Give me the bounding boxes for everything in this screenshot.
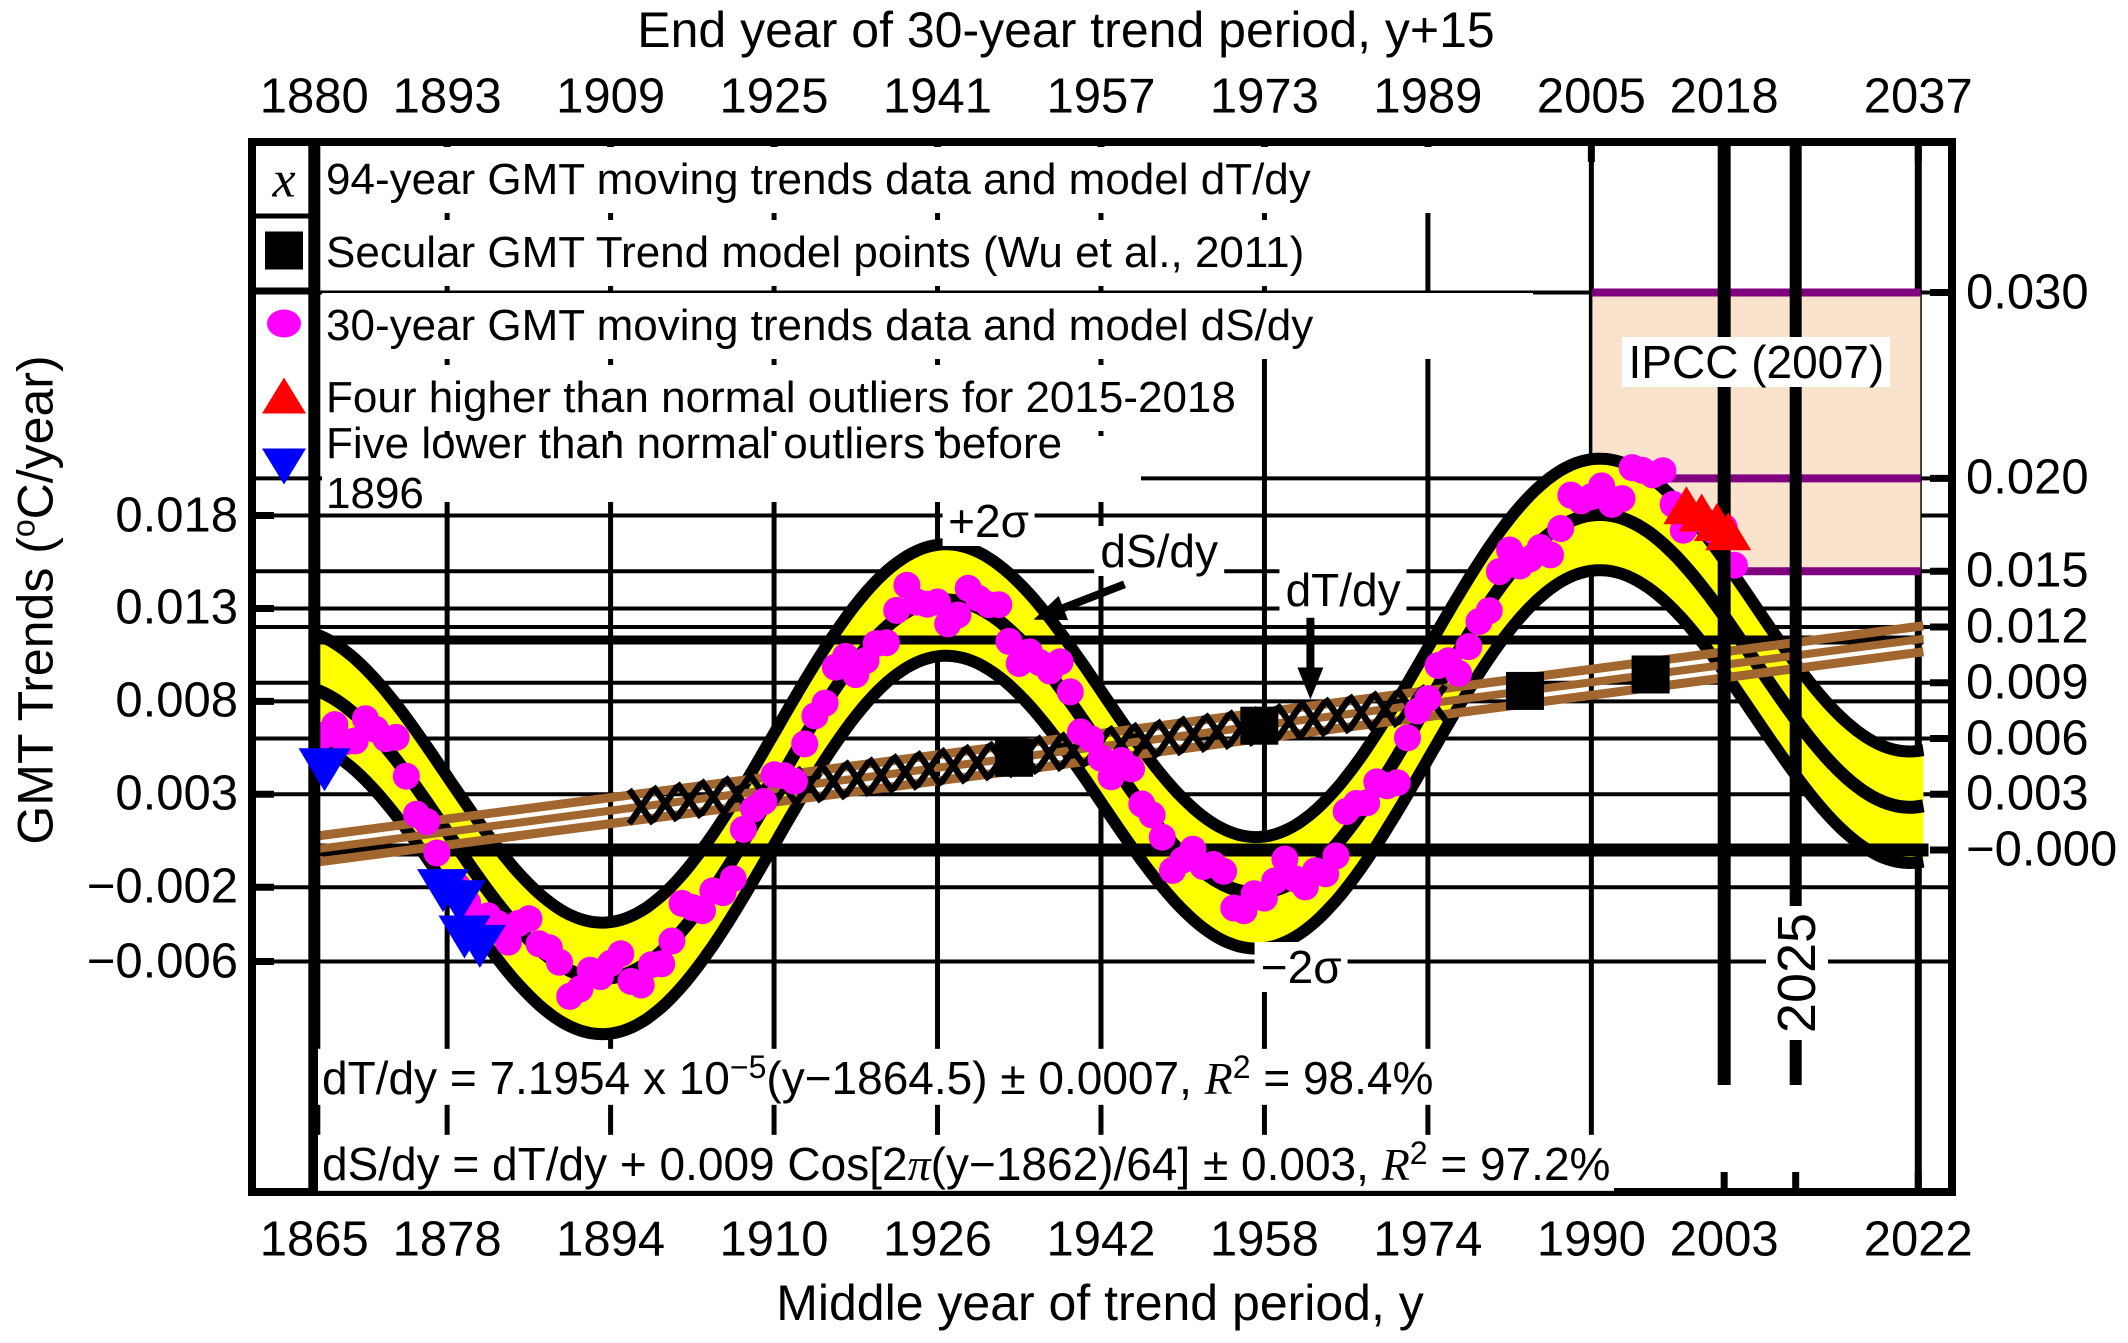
top-tick-label: 1989 bbox=[1373, 69, 1483, 124]
annotation-ipcc-2007: IPCC (2007) bbox=[1622, 337, 1891, 387]
annotation-minus-2-sigma: −2σ bbox=[1254, 942, 1348, 993]
equation-segment: = 97.2% bbox=[1427, 1138, 1611, 1191]
bottom-tick-label: 2022 bbox=[1863, 1212, 1973, 1267]
left-tick-label: −0.002 bbox=[86, 859, 238, 914]
equation-dtdy: dT/dy = 7.1954 x 10−5(y−1864.5) ± 0.0007… bbox=[318, 1048, 1438, 1106]
equation-segment: π bbox=[907, 1139, 931, 1191]
right-tick-label: 0.030 bbox=[1966, 265, 2089, 320]
right-tick-label: 0.009 bbox=[1966, 655, 2089, 710]
left-tick-label: 0.008 bbox=[115, 673, 238, 728]
bottom-tick-label: 1894 bbox=[556, 1212, 666, 1267]
equation-segment: (y−1862)/64] ± 0.003, bbox=[930, 1138, 1382, 1191]
low-outlier-triangle bbox=[453, 924, 506, 968]
right-tick-label: 0.015 bbox=[1966, 543, 2089, 598]
equation-segment: (y−1864.5) ± 0.0007, bbox=[766, 1052, 1205, 1105]
right-tick-label: −0.000 bbox=[1966, 822, 2118, 877]
secular-trend-point bbox=[1505, 671, 1544, 710]
high-outlier-triangle bbox=[1705, 512, 1752, 551]
equation-segment: = 98.4% bbox=[1250, 1052, 1434, 1105]
left-tick-label: 0.003 bbox=[115, 766, 238, 821]
right-tick-label: 0.020 bbox=[1966, 450, 2089, 505]
annotation-year-2025: 2025 bbox=[1765, 910, 1828, 1035]
top-tick-label: 1893 bbox=[392, 69, 502, 124]
square-icon bbox=[264, 231, 304, 276]
bottom-tick-label: 1942 bbox=[1046, 1212, 1156, 1267]
bottom-axis-title: Middle year of trend period, y bbox=[776, 1275, 1424, 1331]
legend-label: Four higher than normal outliers for 201… bbox=[326, 373, 1236, 422]
secular-trend-point bbox=[995, 738, 1034, 777]
legend-label: 94-year GMT moving trends data and model… bbox=[326, 155, 1311, 204]
legend-label: Secular GMT Trend model points (Wu et al… bbox=[326, 228, 1305, 277]
top-tick-label: 1973 bbox=[1209, 69, 1319, 124]
equation-segment: R bbox=[1381, 1139, 1410, 1191]
top-tick-label: 1925 bbox=[719, 69, 829, 124]
ds-arrow-head bbox=[1033, 595, 1069, 621]
ds-band-bottom-edge bbox=[312, 564, 1925, 1041]
equation-segment: −5 bbox=[729, 1048, 767, 1085]
top-tick-label: 2018 bbox=[1669, 69, 1779, 124]
x-marker-icon: x bbox=[272, 151, 296, 209]
bottom-tick-label: 1910 bbox=[719, 1212, 829, 1267]
legend-row: 30-year GMT moving trends data and model… bbox=[322, 293, 1533, 359]
annotation-dt-dy: dT/dy bbox=[1279, 564, 1407, 615]
left-tick-label: 0.018 bbox=[115, 488, 238, 543]
low-outlier-triangle bbox=[298, 748, 351, 792]
equation-segment: 2 bbox=[1232, 1048, 1251, 1085]
bottom-tick-label: 1926 bbox=[883, 1212, 993, 1267]
secular-trend-point bbox=[1240, 706, 1279, 745]
top-axis-title: End year of 30-year trend period, y+15 bbox=[637, 2, 1495, 58]
bottom-tick-label: 1958 bbox=[1209, 1212, 1319, 1267]
secular-trend-point bbox=[1631, 655, 1670, 694]
top-tick-label: 2005 bbox=[1536, 69, 1646, 124]
left-axis-title: GMT Trends (oC/year) bbox=[5, 355, 64, 845]
triangle-down-icon bbox=[261, 447, 307, 492]
bottom-tick-label: 2003 bbox=[1669, 1212, 1779, 1267]
top-tick-label: 2037 bbox=[1863, 69, 1973, 124]
equation-segment: dS/dy = dT/dy + 0.009 Cos[2 bbox=[322, 1138, 908, 1191]
annotation-plus-2-sigma: +2σ bbox=[942, 496, 1036, 547]
legend-row: Secular GMT Trend model points (Wu et al… bbox=[322, 220, 1358, 286]
right-tick-label: 0.003 bbox=[1966, 766, 2089, 821]
dt-arrow-head bbox=[1297, 667, 1324, 700]
top-tick-label: 1880 bbox=[259, 69, 369, 124]
bottom-tick-label: 1865 bbox=[259, 1212, 369, 1267]
equation-dsdy: dS/dy = dT/dy + 0.009 Cos[2π(y−1862)/64]… bbox=[318, 1134, 1615, 1192]
top-tick-label: 1957 bbox=[1046, 69, 1156, 124]
legend-label: 30-year GMT moving trends data and model… bbox=[326, 301, 1314, 350]
legend-label: Five lower than normal outliers before 1… bbox=[326, 419, 1063, 518]
top-tick-label: 1941 bbox=[883, 69, 993, 124]
legend-row: Five lower than normal outliers before 1… bbox=[322, 419, 1141, 518]
equation-segment: dT/dy = 7.1954 x 10 bbox=[322, 1052, 730, 1105]
triangle-up-icon bbox=[261, 376, 307, 421]
right-tick-label: 0.012 bbox=[1966, 599, 2089, 654]
low-outlier-triangle bbox=[433, 880, 486, 924]
left-tick-label: −0.006 bbox=[86, 934, 238, 989]
top-tick-label: 1909 bbox=[556, 69, 666, 124]
bottom-tick-label: 1878 bbox=[392, 1212, 502, 1267]
legend-row: Four higher than normal outliers for 201… bbox=[322, 365, 1256, 431]
right-tick-label: 0.006 bbox=[1966, 711, 2089, 766]
legend-row: 94-year GMT moving trends data and model… bbox=[322, 147, 1518, 213]
annotation-ds-dy: dS/dy bbox=[1094, 525, 1225, 576]
equation-segment: R bbox=[1204, 1053, 1233, 1105]
equation-segment: 2 bbox=[1409, 1134, 1428, 1171]
left-tick-label: 0.013 bbox=[115, 580, 238, 635]
bottom-tick-label: 1990 bbox=[1536, 1212, 1646, 1267]
bottom-tick-label: 1974 bbox=[1373, 1212, 1483, 1267]
ds-arrow bbox=[1061, 580, 1126, 612]
dot-icon bbox=[266, 308, 302, 345]
